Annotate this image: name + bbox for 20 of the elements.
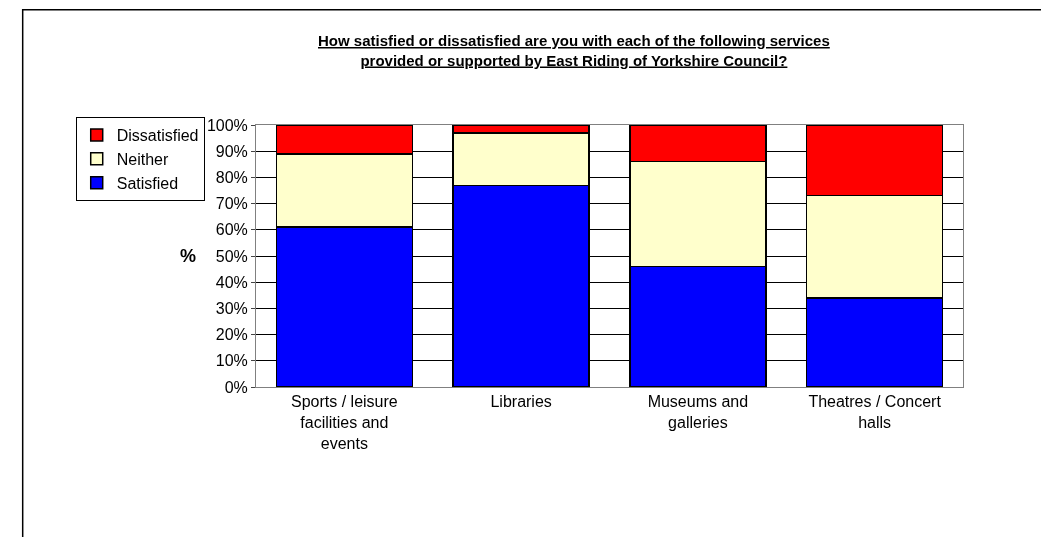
x-tick-label: Libraries (490, 393, 552, 411)
y-tick-label: 80% (215, 169, 248, 186)
y-tick-label: 50% (215, 247, 248, 265)
legend-label: Neither (116, 151, 169, 169)
x-tick-label: Museums and galleries (647, 393, 749, 431)
y-tick-label: 30% (215, 300, 248, 317)
y-tick-label: 70% (215, 195, 248, 213)
legend-label: Dissatisfied (116, 127, 199, 145)
y-tick-label: 10% (215, 352, 248, 370)
y-tick-label: 20% (215, 326, 248, 344)
y-tick-label: 90% (215, 142, 248, 160)
y-tick-label: 0% (224, 378, 248, 396)
y-tick-label: 60% (215, 221, 248, 239)
x-tick-label: Theatres / Concert halls (808, 393, 942, 431)
legend-label: Satisfied (116, 174, 179, 192)
x-tick-label: Sports / leisure facilities and events (291, 393, 398, 452)
y-axis-title: % (180, 246, 197, 266)
chart-title: How satisfied or dissatisfied are you with each of the following services provided or supported by East Riding of Yorkshire Council? (318, 32, 830, 69)
y-tick-label: 40% (215, 273, 248, 291)
y-tick-label: 100% (206, 116, 248, 134)
